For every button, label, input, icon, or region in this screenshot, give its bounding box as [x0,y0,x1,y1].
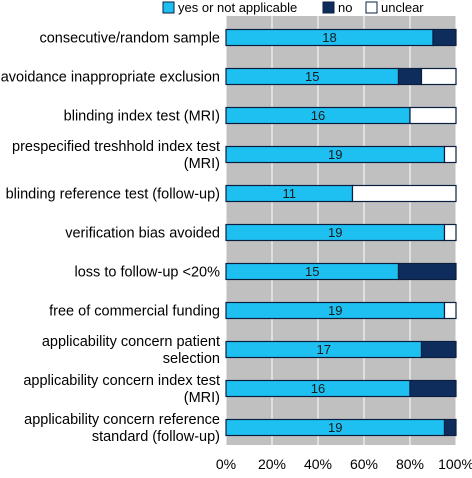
bar-segment [443,301,457,320]
category-labels: consecutive/random sample avoidance inapp… [1,31,220,446]
bar-segment [420,340,457,359]
bar-count-label: 11 [283,186,297,201]
bar-segment [443,223,457,242]
category-label: loss to follow-up <20% [75,265,221,281]
legend-swatch [322,1,335,14]
category-label: consecutive/random sample [39,31,220,47]
bar-count-label: 19 [328,303,342,318]
category-label: blinding reference test (follow-up) [6,187,220,203]
category-label: prespecified treshhold index test (MRI) [12,139,220,172]
legend-label: unclear [381,0,424,15]
legend-label: yes or not applicable [178,0,297,15]
x-tick-label: 40% [304,456,332,472]
category-label: free of commercial funding [49,304,220,320]
legend: yes or not applicable no unclear [162,0,424,15]
bar-segment [443,418,457,437]
bar-count-label: 18 [322,30,336,45]
legend-label: no [338,0,352,15]
x-axis-tick-labels: 0% 20% 40% 60% 80% 100% [216,456,472,472]
bar-count-label: 19 [328,420,342,435]
legend-swatch [162,1,175,14]
legend-swatch [365,1,378,14]
x-tick-label: 20% [258,456,286,472]
category-label: applicability concern reference standard … [24,412,220,445]
bar-count-label: 15 [305,69,319,84]
x-tick-label: 0% [216,456,236,472]
x-tick-label: 60% [350,456,378,472]
bar-count-label: 19 [328,225,342,240]
category-label: avoidance inappropriate exclusion [1,70,220,86]
bar-count-label: 16 [311,108,325,123]
category-label: verification bias avoided [65,226,220,242]
bar-segment [409,106,457,125]
category-label: blinding index test (MRI) [64,109,220,125]
x-tick-label: 100% [438,456,472,472]
bar-segment [432,28,457,47]
bar-segment [397,262,457,281]
bar-segment [420,67,457,86]
category-label: applicability concern index test (MRI) [23,373,220,406]
bar-count-label: 17 [317,342,331,357]
bar-count-label: 15 [305,264,319,279]
x-tick-label: 80% [396,456,424,472]
bar-count-label: 16 [311,381,325,396]
plot-area: 18 15 16 19 11 19 15 19 17 16 19 [225,16,457,445]
bar-segment [443,145,457,164]
category-label: applicability concern patient selection [42,334,220,367]
bar-segment [397,67,423,86]
bar-segment [409,379,457,398]
bar-count-label: 19 [328,147,342,162]
bar-segment [351,184,457,203]
